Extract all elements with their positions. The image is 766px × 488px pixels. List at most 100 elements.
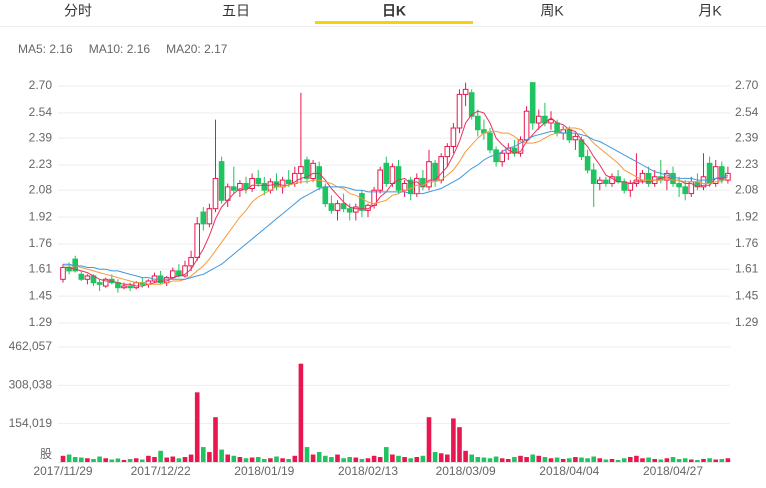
tab-label[interactable]: 分时 [64, 3, 92, 19]
candle-body [548, 119, 554, 124]
legend-label: MA5: 2.16 [18, 42, 73, 56]
candle-body [401, 182, 408, 191]
y-tick-label-right: 1.61 [735, 261, 759, 275]
volume-bar [115, 458, 121, 462]
candle-body [310, 162, 316, 179]
volume-bar [457, 427, 462, 462]
y-tick-label: 2.39 [29, 130, 53, 144]
volume-bar [463, 450, 468, 462]
y-tick-label: 2.70 [29, 78, 53, 92]
y-tick-label: 2.54 [29, 105, 53, 119]
candle-body [444, 146, 451, 158]
volume-bar [603, 459, 609, 462]
candle-body [353, 206, 359, 213]
candle-body [676, 182, 682, 188]
volume-bar [609, 459, 615, 462]
candle-body [78, 273, 85, 280]
candle-body [194, 223, 200, 258]
volume-bar [341, 458, 346, 462]
candle-body [566, 129, 573, 141]
volume-bar [109, 459, 115, 462]
volume-tick-label: 308,038 [9, 378, 53, 392]
y-tick-label-right: 2.39 [735, 130, 759, 144]
candle-body [682, 186, 689, 195]
volume-bar [664, 458, 670, 462]
y-tick-label-right: 2.54 [735, 105, 759, 119]
active-tab-underline [315, 21, 473, 24]
volume-bar [292, 455, 298, 462]
candle-body [322, 186, 329, 205]
y-tick-label-right: 2.08 [735, 182, 759, 196]
volume-bar [255, 457, 261, 462]
volume-bar [621, 458, 627, 462]
y-tick-label: 1.45 [29, 288, 53, 302]
tab-label[interactable]: 五日 [222, 3, 250, 19]
tab-label[interactable]: 周K [540, 3, 564, 19]
candle-body [597, 179, 603, 184]
volume-bar [402, 457, 407, 462]
volume-bar [634, 455, 639, 462]
candle-body [127, 285, 133, 289]
volume-bar [670, 457, 676, 462]
volume-bar [146, 455, 151, 462]
tab-label[interactable]: 日K [382, 3, 406, 19]
candle-body [725, 172, 731, 181]
volume-bar [213, 417, 218, 462]
volume-bar [530, 454, 535, 462]
candle-body [621, 181, 628, 191]
candle-body [255, 177, 261, 184]
ma-line [63, 110, 729, 287]
volume-tick-label: 462,057 [9, 339, 53, 353]
volume-bar [335, 454, 340, 462]
y-tick-label-right: 2.23 [735, 157, 759, 171]
candle-body [243, 182, 249, 190]
candle-body [499, 152, 505, 163]
volume-bar [359, 459, 365, 462]
candle-body [231, 186, 237, 191]
volume-bar [329, 457, 334, 462]
candle-body [304, 159, 310, 179]
volume-tick-label: 154,019 [9, 416, 53, 430]
candle-body [712, 166, 719, 184]
volume-bar [438, 453, 444, 462]
candle-body [212, 177, 219, 210]
volume-bar [219, 449, 224, 462]
candle-body [334, 203, 341, 211]
y-tick-label: 2.08 [29, 182, 53, 196]
candle-body [279, 179, 286, 188]
ma-line [63, 130, 729, 280]
y-tick-label: 2.23 [29, 157, 53, 171]
volume-bar [524, 457, 529, 462]
volume-bar [231, 455, 237, 462]
volume-bar [591, 456, 596, 462]
volume-unit: 股 [40, 447, 52, 461]
y-tick-label-right: 1.92 [735, 209, 759, 223]
candle-body [603, 179, 609, 184]
candle-body [249, 177, 255, 190]
volume-bar [506, 459, 511, 462]
volume-bar [274, 456, 279, 462]
candle-body [523, 110, 530, 141]
volume-bar [182, 457, 188, 462]
volume-bar [725, 458, 731, 462]
volume-bar [707, 458, 712, 462]
volume-bar [518, 455, 523, 462]
volume-bar [249, 457, 255, 462]
volume-bar [646, 457, 651, 462]
candle-body [462, 88, 469, 95]
candle-body [383, 162, 390, 184]
volume-bar [408, 458, 413, 462]
candle-body [84, 275, 91, 280]
volume-bar [243, 458, 249, 462]
candle-body [237, 182, 243, 191]
tab-label[interactable]: 月K [698, 3, 722, 19]
volume-bar [713, 459, 718, 462]
volume-bar [719, 459, 725, 462]
volume-bar [207, 452, 212, 462]
volume-bar [194, 392, 200, 462]
volume-bar [66, 454, 72, 462]
candle-body [340, 203, 347, 210]
x-tick-label: 2017/12/22 [131, 464, 191, 478]
